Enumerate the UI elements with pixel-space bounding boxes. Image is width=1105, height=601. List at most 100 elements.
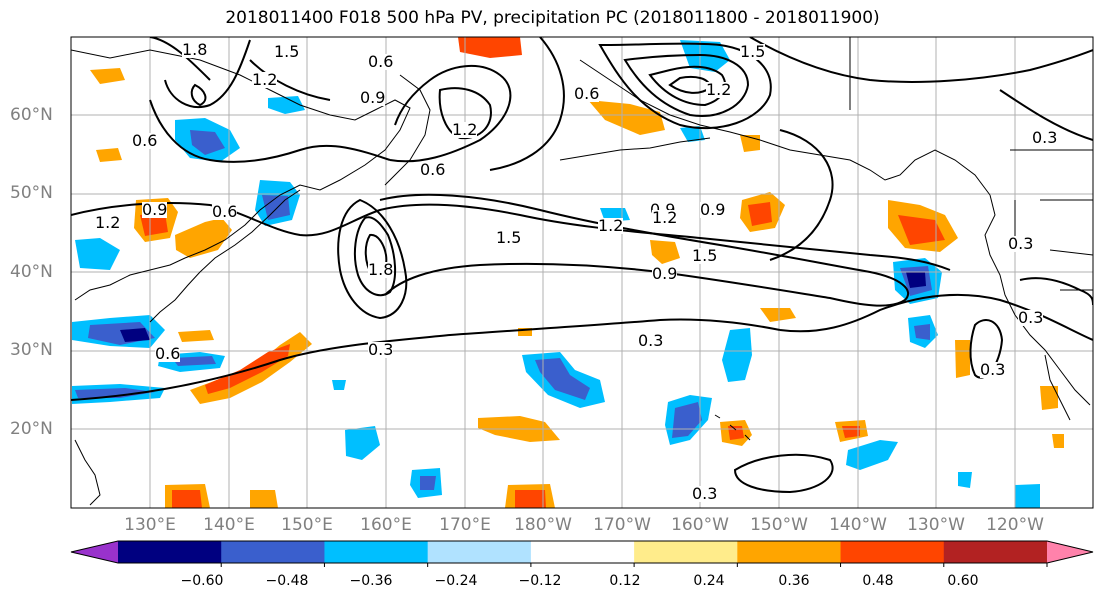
contour-label: 0.9 (142, 200, 168, 219)
precip-blob (515, 490, 546, 508)
lon-label: 150°W (750, 515, 808, 535)
contour-label: 0.9 (700, 200, 726, 219)
map-title: 2018011400 F018 500 hPa PV, precipitatio… (225, 8, 880, 28)
precip-blob (140, 213, 168, 236)
lat-label: 30°N (10, 340, 53, 360)
precip-blob (96, 148, 122, 162)
philippines-coast (74, 439, 101, 506)
precip-blob (345, 426, 380, 460)
precip-blob (332, 380, 346, 390)
contour-label: 1.5 (692, 246, 718, 265)
precip-blob (75, 388, 155, 398)
colorbar-tick-label: −0.24 (434, 573, 478, 589)
colorbar-segment (118, 541, 222, 563)
precip-blob (846, 440, 898, 470)
precip-blob (748, 202, 772, 226)
contour-label: 0.3 (1032, 128, 1058, 147)
contour-label: 1.5 (496, 228, 522, 247)
precip-blob (75, 238, 120, 270)
precip-blob (172, 490, 202, 508)
precip-blob (914, 324, 930, 340)
contour-label: 0.6 (420, 160, 446, 179)
precip-blob (205, 344, 290, 394)
precip-shading (72, 37, 1064, 508)
lon-label: 130°E (124, 515, 176, 535)
colorbar-tick-label: 0.60 (947, 573, 979, 589)
precip-blob (250, 490, 278, 508)
contour-label: 1.2 (95, 213, 121, 232)
precip-blob (268, 96, 305, 114)
baja-coast (1044, 354, 1071, 421)
contour-label: 1.2 (598, 216, 624, 235)
lat-label: 40°N (10, 262, 53, 282)
precip-blob (175, 218, 232, 258)
lon-label: 170°E (439, 515, 491, 535)
contour-label: 0.9 (360, 88, 386, 107)
precip-blob (842, 426, 860, 438)
colorbar-tick-label: 0.48 (862, 573, 894, 589)
colorbar-extend-min (71, 541, 118, 563)
coastlines (71, 37, 1093, 506)
colorbar-segment (530, 541, 635, 563)
lon-label: 180°W (514, 515, 572, 535)
colorbar-tick-label: −0.12 (518, 573, 562, 589)
japan-coast (149, 189, 301, 323)
precip-blob (178, 330, 214, 342)
contour-label: 0.3 (638, 331, 664, 350)
precip-blob (680, 126, 705, 142)
kamchatka-coast (384, 74, 431, 186)
colorbar-tick-label: −0.60 (180, 573, 224, 589)
precip-blob (458, 37, 522, 58)
contour-label: 1.2 (452, 120, 478, 139)
contour-label: 1.5 (740, 42, 766, 61)
lon-label: 160°E (360, 515, 412, 535)
aleutian-chain (559, 137, 711, 161)
colorbar-tick-label: −0.36 (349, 573, 393, 589)
precip-blob (420, 476, 436, 490)
precip-blob (1015, 484, 1040, 508)
colorbar-tick-label: 0.36 (778, 573, 810, 589)
precip-blob (898, 215, 945, 245)
colorbar-segment (737, 541, 842, 563)
precip-blob (588, 100, 665, 135)
colorbar-segment (634, 541, 738, 563)
lon-label: 140°W (829, 515, 887, 535)
precip-blob (650, 240, 680, 264)
map-frame (70, 36, 1094, 509)
colorbar-outline (70, 540, 1094, 564)
lon-label: 120°W (986, 515, 1044, 535)
contour-label: 1.2 (652, 208, 678, 227)
contour-label: 0.3 (692, 484, 718, 503)
precip-blob (1040, 386, 1058, 410)
lat-label: 50°N (10, 183, 53, 203)
contour-label: 0.6 (155, 344, 181, 363)
colorbar-extend-max (1047, 541, 1093, 563)
lat-label: 60°N (10, 105, 53, 125)
colorbar-tick-label: −0.48 (265, 573, 309, 589)
colorbar-segment (324, 541, 429, 563)
pv-contours (71, 37, 1093, 494)
precip-blob (740, 135, 760, 152)
colorbar-segment (221, 541, 325, 563)
precip-blob (172, 356, 216, 366)
contour-label: 0.6 (212, 202, 238, 221)
lon-label: 170°W (593, 515, 651, 535)
precip-blob (728, 426, 744, 440)
contour-label: 0.3 (1008, 234, 1034, 253)
na-west-coast (984, 194, 1091, 406)
precip-blob (722, 328, 752, 382)
lon-label: 150°E (281, 515, 333, 535)
contour-label: 1.5 (274, 42, 300, 61)
precip-blob (120, 328, 150, 342)
contour-label: 0.3 (980, 360, 1006, 379)
gridlines (71, 37, 1093, 508)
precip-blob (760, 308, 796, 322)
contour-label: 0.3 (1018, 308, 1044, 327)
precip-blob (262, 195, 290, 220)
lon-label: 130°W (907, 515, 965, 535)
precip-blob (906, 272, 926, 288)
colorbar-segment (840, 541, 945, 563)
contour-label: 1.8 (368, 260, 394, 279)
precip-blob (1052, 434, 1064, 448)
precip-blob (90, 68, 125, 84)
